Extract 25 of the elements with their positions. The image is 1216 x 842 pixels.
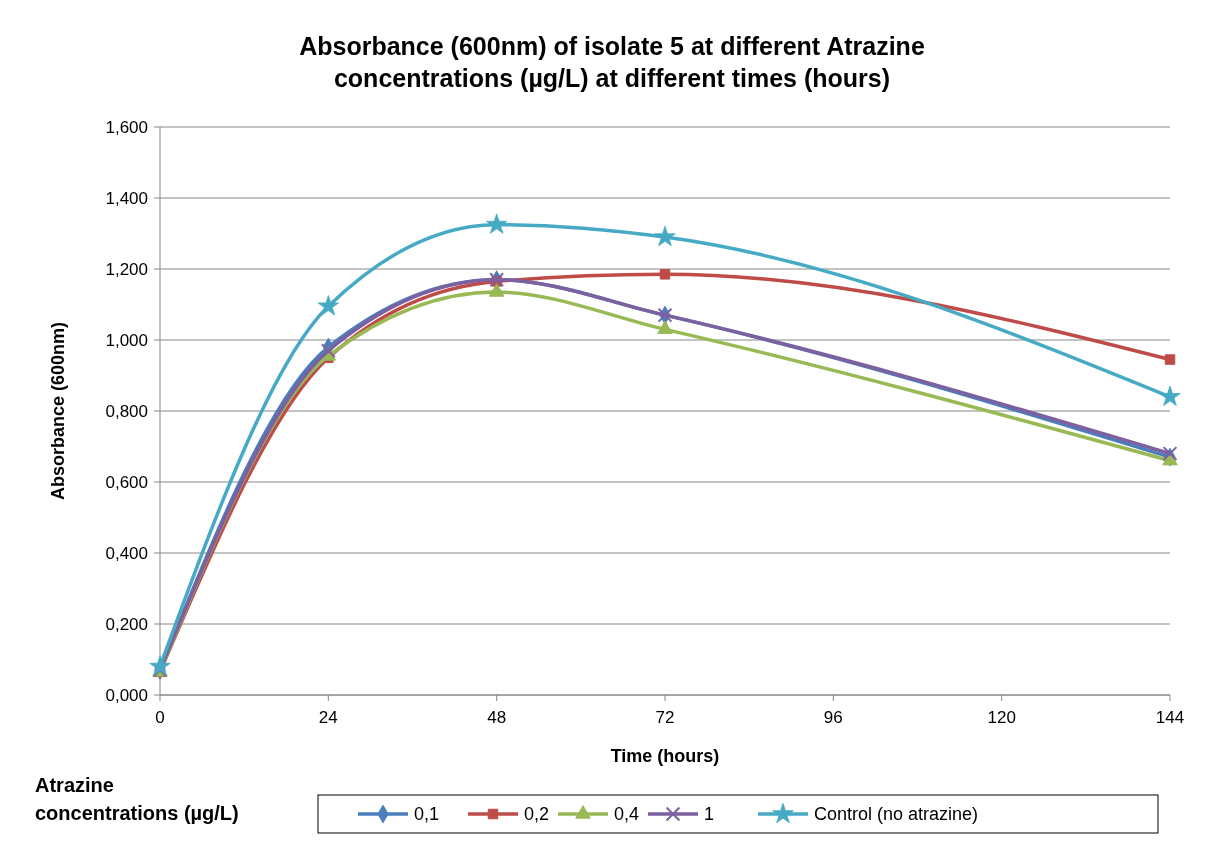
y-tick-label: 1,200	[105, 259, 148, 279]
legend-label: 0,2	[524, 804, 550, 825]
y-tick-label: 1,600	[105, 117, 148, 137]
x-tick-label: 24	[318, 708, 338, 727]
y-tick-label: 0,400	[105, 543, 148, 563]
y-tick-label: 1,000	[105, 330, 148, 350]
x-tick-label: 72	[655, 708, 675, 727]
legend-label: 1	[704, 804, 715, 825]
x-tick-label: 0	[155, 708, 165, 727]
y-axis-title: Absorbance (600nm)	[48, 321, 68, 501]
chart-title: Absorbance (600nm) of isolate 5 at different Atrazine concentrations (µg/L) at different times (hours)	[299, 32, 925, 92]
y-tick-label: 0,800	[105, 401, 148, 421]
x-axis-title: Time (hours)	[610, 746, 720, 766]
y-tick-label: 0,000	[105, 685, 148, 705]
y-tick-label: 0,200	[105, 614, 148, 634]
x-tick-label: 48	[487, 708, 507, 727]
legend-label: 0,4	[614, 804, 640, 825]
x-tick-label: 120	[987, 708, 1016, 727]
legend-label: Control (no atrazine)	[814, 804, 979, 825]
x-tick-label: 96	[823, 708, 843, 727]
y-tick-label: 1,400	[105, 188, 148, 208]
legend-label: 0,1	[414, 804, 440, 825]
y-tick-label: 0,600	[105, 472, 148, 492]
legend-title: Atrazine concentrations (µg/L)	[35, 774, 239, 824]
x-tick-label: 144	[1155, 708, 1185, 727]
